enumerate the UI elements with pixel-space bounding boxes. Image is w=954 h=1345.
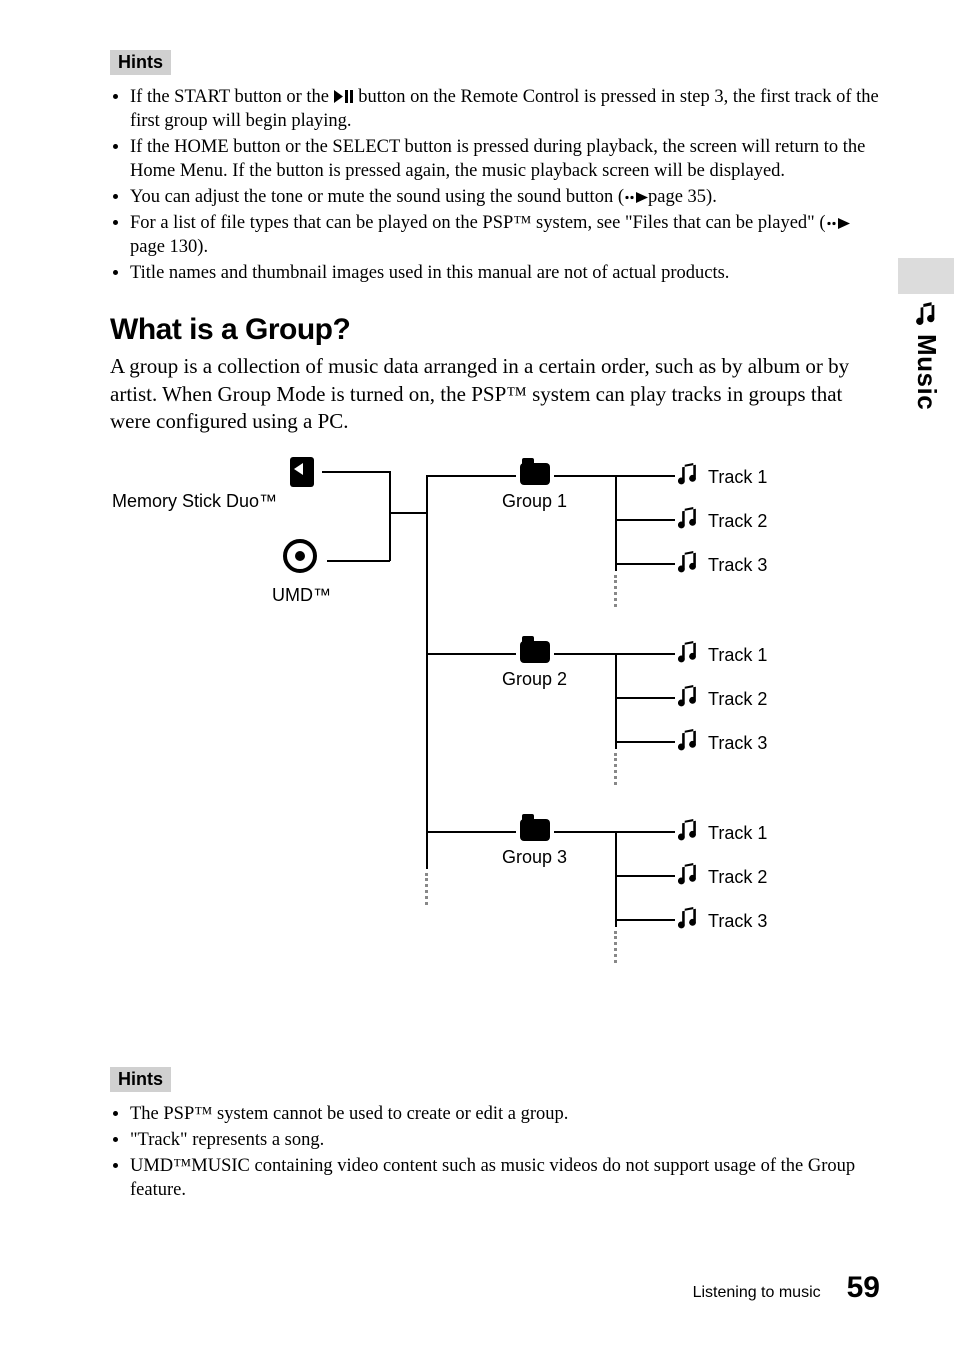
footer-text: Listening to music <box>693 1284 821 1302</box>
track-label: Track 1 <box>708 823 767 844</box>
hints-heading: Hints <box>110 1067 171 1092</box>
folder-icon <box>520 641 550 663</box>
track-label: Track 2 <box>708 511 767 532</box>
hint-item: UMD™MUSIC containing video content such … <box>130 1154 884 1202</box>
section-body: A group is a collection of music data ar… <box>110 353 884 435</box>
side-tab-text: Music <box>911 334 942 410</box>
side-thumb-tab <box>898 258 954 294</box>
hint-item: Title names and thumbnail images used in… <box>130 261 884 285</box>
page-number: 59 <box>847 1271 880 1305</box>
side-tab-label: Music <box>911 302 942 410</box>
track-icon <box>678 463 700 487</box>
folder-icon <box>520 819 550 841</box>
group-label: Group 3 <box>502 847 567 868</box>
track-icon <box>678 863 700 887</box>
group-label: Group 2 <box>502 669 567 690</box>
track-label: Track 2 <box>708 689 767 710</box>
folder-icon <box>520 463 550 485</box>
hints-heading: Hints <box>110 50 171 75</box>
music-note-icon <box>916 302 938 328</box>
hint-item: For a list of file types that can be pla… <box>130 211 884 259</box>
track-icon <box>678 641 700 665</box>
track-label: Track 3 <box>708 733 767 754</box>
hints-list-1: If the START button or the button on the… <box>110 85 884 285</box>
group-diagram: Memory Stick Duo™ UMD™ Group 1 Track 1 T… <box>112 457 882 1037</box>
track-icon <box>678 907 700 931</box>
hint-item: The PSP™ system cannot be used to create… <box>130 1102 884 1126</box>
hints-list-2: The PSP™ system cannot be used to create… <box>110 1102 884 1202</box>
section-title: What is a Group? <box>110 313 884 347</box>
page-footer: Listening to music 59 <box>693 1271 880 1305</box>
umd-icon <box>283 539 317 573</box>
track-icon <box>678 507 700 531</box>
hint-item: "Track" represents a song. <box>130 1128 884 1152</box>
track-label: Track 1 <box>708 467 767 488</box>
page-ref-icon <box>624 192 648 203</box>
memory-stick-icon <box>290 457 314 487</box>
group-label: Group 1 <box>502 491 567 512</box>
page-ref-icon <box>826 218 850 229</box>
track-label: Track 3 <box>708 911 767 932</box>
hint-item: If the HOME button or the SELECT button … <box>130 135 884 183</box>
track-icon <box>678 685 700 709</box>
umd-label: UMD™ <box>272 585 331 606</box>
play-pause-icon <box>334 90 354 103</box>
track-icon <box>678 729 700 753</box>
hint-item: If the START button or the button on the… <box>130 85 884 133</box>
track-label: Track 3 <box>708 555 767 576</box>
track-label: Track 2 <box>708 867 767 888</box>
track-icon <box>678 819 700 843</box>
track-icon <box>678 551 700 575</box>
hint-item: You can adjust the tone or mute the soun… <box>130 185 884 209</box>
memory-stick-label: Memory Stick Duo™ <box>112 491 277 512</box>
track-label: Track 1 <box>708 645 767 666</box>
